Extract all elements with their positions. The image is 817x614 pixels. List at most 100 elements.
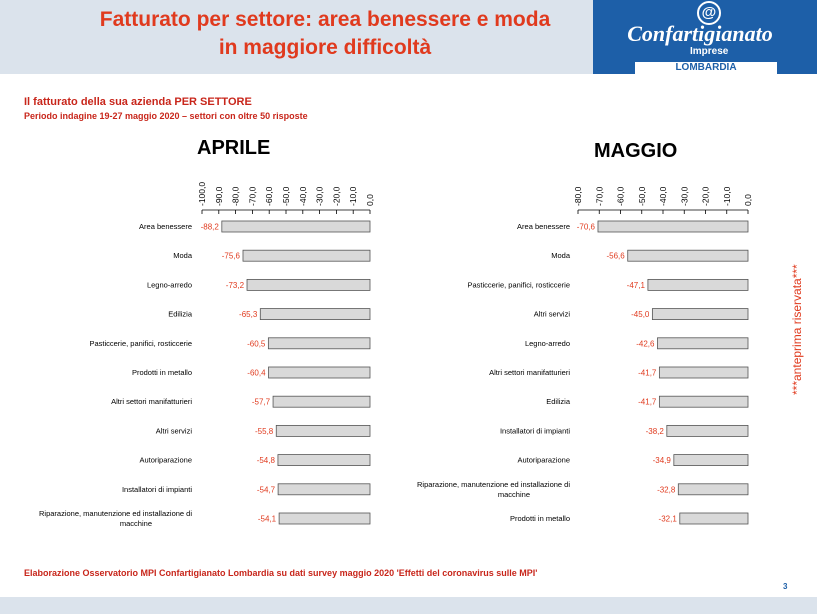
bar (657, 337, 749, 350)
logo-region: LOMBARDIA (635, 62, 777, 74)
category-label-line: Riparazione, manutenzione ed installazio… (39, 509, 192, 518)
category-label: Area benessere (139, 222, 192, 231)
x-tick-label: -10,0 (348, 186, 358, 206)
x-tick-label: -60,0 (264, 186, 274, 206)
bar (673, 454, 749, 467)
side-note: ***anteprima riservata*** (790, 264, 804, 395)
x-tick-label: -10,0 (722, 186, 732, 206)
category-label: Area benessere (517, 222, 570, 231)
category-label: Moda (551, 251, 571, 260)
chart-title-maggio: MAGGIO (594, 140, 678, 162)
bar (658, 395, 749, 408)
data-label: -70,6 (577, 223, 596, 232)
data-label: -60,5 (247, 339, 266, 348)
category-label: Installatori di impianti (500, 426, 570, 435)
category-label: Prodotti in metallo (510, 514, 570, 523)
data-label: -57,7 (252, 398, 271, 407)
bar (278, 512, 371, 525)
x-tick-label: -50,0 (637, 186, 647, 206)
category-label: Pasticcerie, panifici, rosticcerie (467, 280, 570, 289)
title-line-2: in maggiore difficoltà (218, 36, 432, 59)
data-label: -75,6 (222, 252, 241, 261)
category-label: Altri settori manifatturieri (489, 368, 570, 377)
category-label: Prodotti in metallo (132, 368, 192, 377)
data-label: -41,7 (638, 369, 657, 378)
bar (647, 278, 749, 291)
x-tick-label: -80,0 (573, 186, 583, 206)
x-tick-label: 0,0 (365, 194, 375, 206)
category-label: Autoriparazione (517, 456, 570, 465)
category-label: Edilizia (546, 397, 571, 406)
category-label-line: macchine (120, 519, 152, 528)
bar (658, 366, 749, 379)
category-label: Altri settori manifatturieri (111, 397, 192, 406)
bar (268, 366, 371, 379)
bar (267, 337, 371, 350)
bar (666, 424, 749, 437)
page-title: Fatturato per settore: area benessere e … (20, 6, 630, 62)
x-tick-label: -20,0 (331, 186, 341, 206)
bar (677, 483, 749, 496)
data-label: -73,2 (226, 281, 245, 290)
data-label: -45,0 (631, 310, 650, 319)
data-label: -55,8 (255, 427, 274, 436)
x-tick-label: -70,0 (594, 186, 604, 206)
category-label: Altri servizi (534, 310, 571, 319)
category-label-line: Riparazione, manutenzione ed installazio… (417, 480, 570, 489)
category-label: Pasticcerie, panifici, rosticcerie (89, 339, 192, 348)
bar (221, 220, 371, 233)
data-label: -88,2 (201, 223, 220, 232)
data-label: -54,1 (258, 515, 277, 524)
bar (246, 278, 371, 291)
category-label: Autoriparazione (139, 456, 192, 465)
category-label: Installatori di impianti (122, 485, 192, 494)
page-number: 3 (783, 582, 788, 591)
x-tick-label: -90,0 (214, 186, 224, 206)
bar (651, 308, 749, 321)
bar (597, 220, 749, 233)
data-label: -47,1 (627, 281, 646, 290)
category-label: Moda (173, 251, 193, 260)
category-label: Altri servizi (156, 426, 193, 435)
bar (272, 395, 371, 408)
x-tick-label: -70,0 (247, 186, 257, 206)
data-label: -56,6 (606, 252, 625, 261)
title-line-1: Fatturato per settore: area benessere e … (99, 8, 551, 31)
x-tick-label: -40,0 (298, 186, 308, 206)
category-label: Legno-arredo (147, 280, 192, 289)
data-label: -32,8 (657, 485, 676, 494)
data-label: -65,3 (239, 310, 258, 319)
x-tick-label: -50,0 (281, 186, 291, 206)
data-label: -41,7 (638, 398, 657, 407)
data-label: -32,1 (659, 515, 678, 524)
x-tick-label: -60,0 (616, 186, 626, 206)
bar (275, 424, 371, 437)
subtitle-main: Il fatturato della sua azienda PER SETTO… (24, 96, 252, 108)
x-tick-label: -30,0 (315, 186, 325, 206)
x-tick-label: -80,0 (231, 186, 241, 206)
chart-aprile: -100,0 -90,0 -80,0 -70,0 -60,0 -50,0 -40,0 -30,… (39, 182, 375, 528)
logo-name: Confartigianato (627, 21, 773, 46)
x-tick-label: -40,0 (658, 186, 668, 206)
x-tick-label: -20,0 (701, 186, 711, 206)
bar (259, 308, 371, 321)
category-label: Riparazione, manutenzione ed installazio… (39, 509, 192, 528)
footer-source: Elaborazione Osservatorio MPI Confartigi… (24, 568, 538, 578)
chart-maggio: -80,0 -70,0 -60,0 -50,0 -40,0 -30,0 -20,0 -10,0… (417, 186, 753, 525)
bar (242, 249, 371, 262)
logo-imprese: Imprese (690, 46, 729, 57)
category-label-line: macchine (498, 490, 530, 499)
data-label: -60,4 (247, 369, 266, 378)
category-label: Riparazione, manutenzione ed installazio… (417, 480, 570, 499)
chart-title-aprile: APRILE (197, 137, 271, 159)
data-label: -54,8 (257, 456, 276, 465)
x-tick-label: 0,0 (743, 194, 753, 206)
x-tick-label: -100,0 (197, 182, 207, 206)
bar (277, 483, 371, 496)
data-label: -34,9 (653, 456, 672, 465)
subtitle-period: Periodo indagine 19-27 maggio 2020 – set… (24, 111, 308, 121)
data-label: -42,6 (636, 339, 655, 348)
data-label: -54,7 (257, 485, 276, 494)
category-label: Legno-arredo (525, 339, 570, 348)
